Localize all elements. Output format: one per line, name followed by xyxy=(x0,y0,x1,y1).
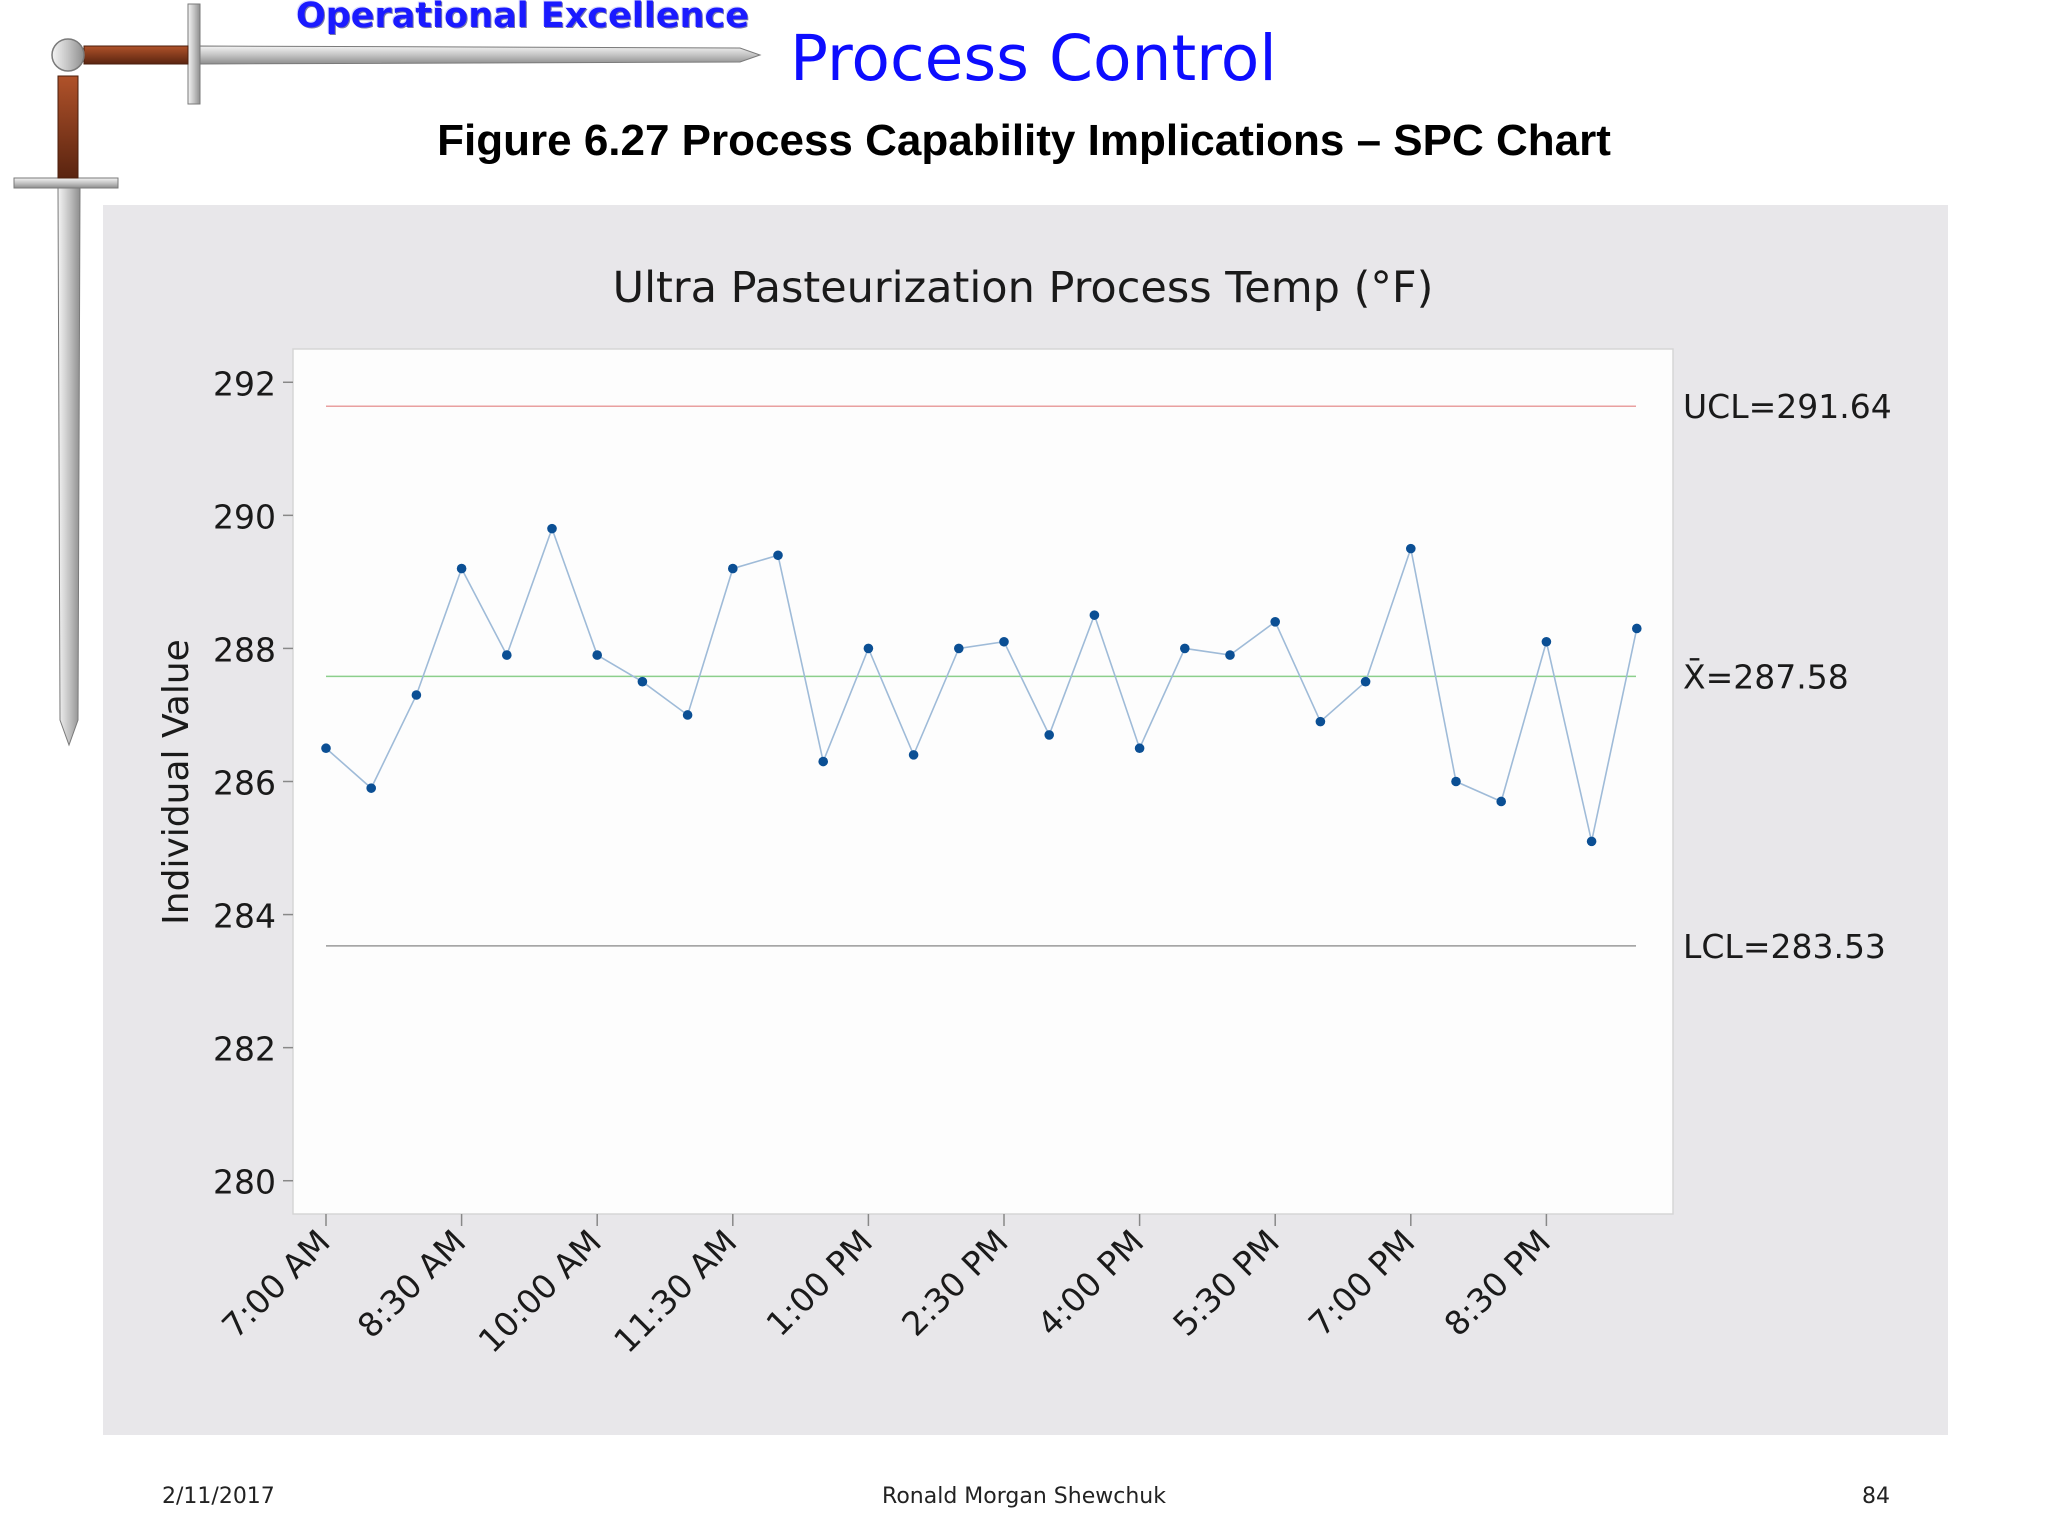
x-tick-label: 7:00 PM xyxy=(1301,1222,1423,1344)
y-axis-label: Individual Value xyxy=(156,639,197,925)
data-point xyxy=(908,750,919,760)
ucl-label: UCL=291.64 xyxy=(1683,387,1892,426)
data-point xyxy=(682,710,693,720)
x-tick-label: 11:30 AM xyxy=(606,1222,744,1360)
data-point xyxy=(999,636,1009,647)
figure-title: Figure 6.27 Process Capability Implicati… xyxy=(437,116,1611,165)
chart-title: Ultra Pasteurization Process Temp (°F) xyxy=(613,263,1434,313)
data-point xyxy=(637,676,648,687)
data-point xyxy=(411,690,422,700)
data-point xyxy=(1180,643,1190,654)
x-tick-label: 1:00 PM xyxy=(758,1222,880,1344)
y-tick-label: 292 xyxy=(213,364,276,403)
footer-page: 84 xyxy=(1862,1484,1890,1509)
data-point xyxy=(592,650,602,660)
data-point xyxy=(1586,836,1597,847)
data-point xyxy=(1089,610,1100,620)
data-point xyxy=(773,550,783,561)
data-point xyxy=(366,783,377,793)
data-point xyxy=(818,756,828,767)
data-point xyxy=(1134,743,1145,754)
data-point xyxy=(1541,636,1552,647)
x-tick-label: 10:00 AM xyxy=(471,1222,609,1360)
lcl-label: LCL=283.53 xyxy=(1683,927,1886,966)
footer-author: Ronald Morgan Shewchuk xyxy=(882,1484,1166,1509)
data-point xyxy=(728,563,738,574)
data-point xyxy=(502,650,512,660)
data-point xyxy=(1225,650,1235,660)
x-tick-label: 2:30 PM xyxy=(894,1222,1016,1344)
data-point xyxy=(456,563,467,574)
sword-icon xyxy=(13,3,762,747)
data-point xyxy=(863,643,874,654)
data-point xyxy=(1496,796,1506,807)
series-line xyxy=(325,526,1638,842)
data-point xyxy=(1270,617,1280,627)
y-tick-label: 280 xyxy=(213,1163,276,1202)
data-point xyxy=(1315,716,1326,727)
data-point xyxy=(1360,676,1371,687)
data-point xyxy=(547,523,557,534)
data-point xyxy=(1406,543,1416,554)
y-tick-label: 282 xyxy=(213,1030,276,1069)
y-tick-label: 286 xyxy=(213,764,276,803)
footer-date: 2/11/2017 xyxy=(162,1484,275,1509)
center-label: X̄=287.58 xyxy=(1683,656,1849,696)
brand-label: Operational Excellence xyxy=(296,0,750,36)
x-tick-label: 5:30 PM xyxy=(1165,1222,1287,1344)
x-tick-label: 4:00 PM xyxy=(1030,1222,1152,1344)
data-point xyxy=(321,743,331,754)
data-point xyxy=(1632,623,1642,634)
data-point xyxy=(954,643,964,654)
x-tick-label: 7:00 AM xyxy=(214,1222,338,1346)
y-tick-label: 288 xyxy=(213,630,276,669)
slide-title: Process Control xyxy=(790,22,1277,95)
y-tick-label: 290 xyxy=(213,497,276,536)
plot-area xyxy=(292,348,1674,1215)
data-point xyxy=(1451,776,1461,787)
x-tick-label: 8:30 PM xyxy=(1436,1222,1558,1344)
y-tick-label: 284 xyxy=(213,897,276,936)
x-tick-label: 8:30 AM xyxy=(350,1222,474,1346)
data-point xyxy=(1044,730,1054,740)
